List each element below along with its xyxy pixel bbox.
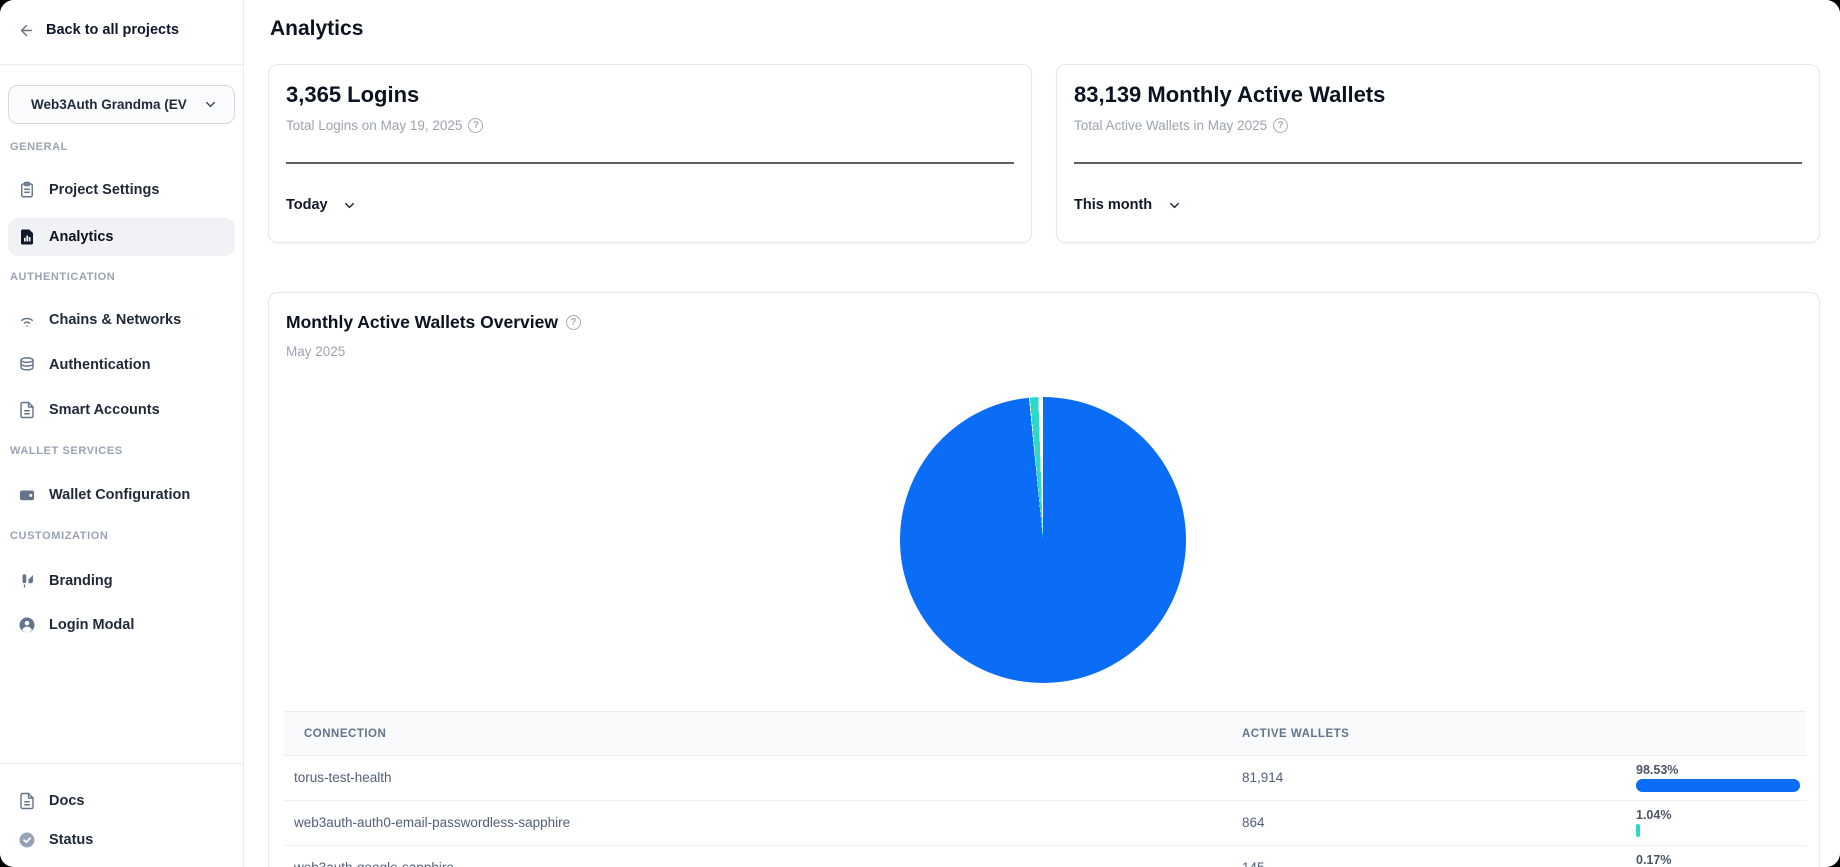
chevron-down-icon xyxy=(1164,195,1184,215)
sidebar-item-smart-accounts[interactable]: Smart Accounts xyxy=(8,391,235,429)
stat-divider xyxy=(286,162,1014,164)
percent-bar-fill xyxy=(1636,779,1800,792)
brush-icon xyxy=(17,571,37,591)
chevron-down-icon xyxy=(200,95,220,115)
table-row: web3auth-google-sapphire 145 0.17% xyxy=(284,846,1806,867)
sidebar-item-login-modal[interactable]: Login Modal xyxy=(8,606,235,644)
wifi-icon xyxy=(17,310,37,330)
overview-title-row: Monthly Active Wallets Overview xyxy=(286,312,581,333)
stat-divider xyxy=(1074,162,1802,164)
logins-headline: 3,365 Logins xyxy=(286,82,420,107)
overview-title: Monthly Active Wallets Overview xyxy=(286,312,558,332)
sidebar-item-chains-networks[interactable]: Chains & Networks xyxy=(8,301,235,339)
user-circle-icon xyxy=(17,615,37,635)
active-wallets-cell: 864 xyxy=(1242,815,1265,830)
table-row: torus-test-health 81,914 98.53% xyxy=(284,756,1806,801)
file-icon xyxy=(17,791,37,811)
logins-subtitle-row: Total Logins on May 19, 2025 xyxy=(286,118,484,133)
sidebar-item-label: Wallet Configuration xyxy=(49,487,191,503)
sidebar-item-docs[interactable]: Docs xyxy=(8,782,235,820)
percent-label: 98.53% xyxy=(1636,763,1679,777)
percent-cell: 0.17% xyxy=(1636,851,1802,867)
help-icon[interactable] xyxy=(565,315,581,330)
active-wallets-subtitle: Total Active Wallets in May 2025 xyxy=(1074,118,1268,133)
sidebar-item-label: Smart Accounts xyxy=(49,402,160,418)
sidebar-item-label: Authentication xyxy=(49,357,151,373)
bar-chart-doc-icon xyxy=(17,227,37,247)
percent-bar-fill xyxy=(1636,824,1641,837)
connection-cell: web3auth-auth0-email-passwordless-sapphi… xyxy=(294,815,571,830)
section-label-general: GENERAL xyxy=(10,141,68,153)
logins-subtitle: Total Logins on May 19, 2025 xyxy=(286,118,463,133)
active-wallets-cell: 81,914 xyxy=(1242,770,1284,785)
sidebar-item-label: Analytics xyxy=(49,229,114,245)
sidebar: Back to all projects Web3Auth Grandma (E… xyxy=(0,0,244,867)
active-wallets-cell: 145 xyxy=(1242,860,1265,867)
section-label-customization: CUSTOMIZATION xyxy=(10,530,109,542)
percent-label: 0.17% xyxy=(1636,853,1672,867)
range-label: This month xyxy=(1074,197,1153,213)
sidebar-item-wallet-configuration[interactable]: Wallet Configuration xyxy=(8,476,235,514)
percent-bar xyxy=(1636,824,1802,837)
help-icon[interactable] xyxy=(1273,118,1289,133)
section-label-wallet-services: WALLET SERVICES xyxy=(10,445,123,457)
monthly-active-wallets-overview-card: Monthly Active Wallets Overview May 2025… xyxy=(268,292,1820,867)
sidebar-item-label: Status xyxy=(49,832,94,848)
active-wallets-range-dropdown[interactable]: This month xyxy=(1074,195,1184,215)
sidebar-item-status[interactable]: Status xyxy=(8,821,235,859)
connection-cell: torus-test-health xyxy=(294,770,392,785)
sidebar-item-authentication[interactable]: Authentication xyxy=(8,346,235,384)
database-icon xyxy=(17,355,37,375)
sidebar-item-project-settings[interactable]: Project Settings xyxy=(8,171,235,209)
check-circle-icon xyxy=(17,830,37,850)
sidebar-item-analytics[interactable]: Analytics xyxy=(8,218,235,256)
active-wallets-headline: 83,139 Monthly Active Wallets xyxy=(1074,82,1386,107)
chevron-down-icon xyxy=(340,195,360,215)
section-label-authentication: AUTHENTICATION xyxy=(10,271,116,283)
sidebar-divider xyxy=(0,64,243,65)
sidebar-item-branding[interactable]: Branding xyxy=(8,562,235,600)
table-header-row: CONNECTION ACTIVE WALLETS xyxy=(284,711,1806,756)
wallet-icon xyxy=(17,485,37,505)
project-selector-value: Web3Auth Grandma (EV xyxy=(31,97,187,112)
range-label: Today xyxy=(286,197,328,213)
overview-subtitle: May 2025 xyxy=(286,344,346,359)
clipboard-icon xyxy=(17,180,37,200)
page-title: Analytics xyxy=(270,17,364,40)
percent-cell: 1.04% xyxy=(1636,806,1802,837)
percent-label: 1.04% xyxy=(1636,808,1672,822)
logins-stat-card: 3,365 Logins Total Logins on May 19, 202… xyxy=(268,64,1032,243)
active-wallets-pie-chart xyxy=(900,397,1186,683)
arrow-left-icon xyxy=(16,20,36,40)
sidebar-item-label: Login Modal xyxy=(49,617,135,633)
column-header-connection: CONNECTION xyxy=(304,728,387,740)
connection-cell: web3auth-google-sapphire xyxy=(294,860,454,867)
sidebar-item-label: Chains & Networks xyxy=(49,312,182,328)
project-selector-dropdown[interactable]: Web3Auth Grandma (EV xyxy=(8,85,235,124)
column-header-active-wallets: ACTIVE WALLETS xyxy=(1242,728,1350,740)
sidebar-item-label: Project Settings xyxy=(49,182,160,198)
sidebar-footer-divider xyxy=(0,763,243,764)
file-icon xyxy=(17,400,37,420)
logins-range-dropdown[interactable]: Today xyxy=(286,195,360,215)
active-wallets-subtitle-row: Total Active Wallets in May 2025 xyxy=(1074,118,1289,133)
active-wallets-stat-card: 83,139 Monthly Active Wallets Total Acti… xyxy=(1056,64,1820,243)
sidebar-item-label: Docs xyxy=(49,793,85,809)
percent-cell: 98.53% xyxy=(1636,761,1802,792)
help-icon[interactable] xyxy=(468,118,484,133)
table-row: web3auth-auth0-email-passwordless-sapphi… xyxy=(284,801,1806,846)
sidebar-item-label: Branding xyxy=(49,573,113,589)
main-content: Analytics 3,365 Logins Total Logins on M… xyxy=(244,0,1840,867)
percent-bar xyxy=(1636,779,1802,792)
back-to-projects-button[interactable]: Back to all projects xyxy=(16,20,179,40)
back-to-projects-label: Back to all projects xyxy=(46,22,179,38)
